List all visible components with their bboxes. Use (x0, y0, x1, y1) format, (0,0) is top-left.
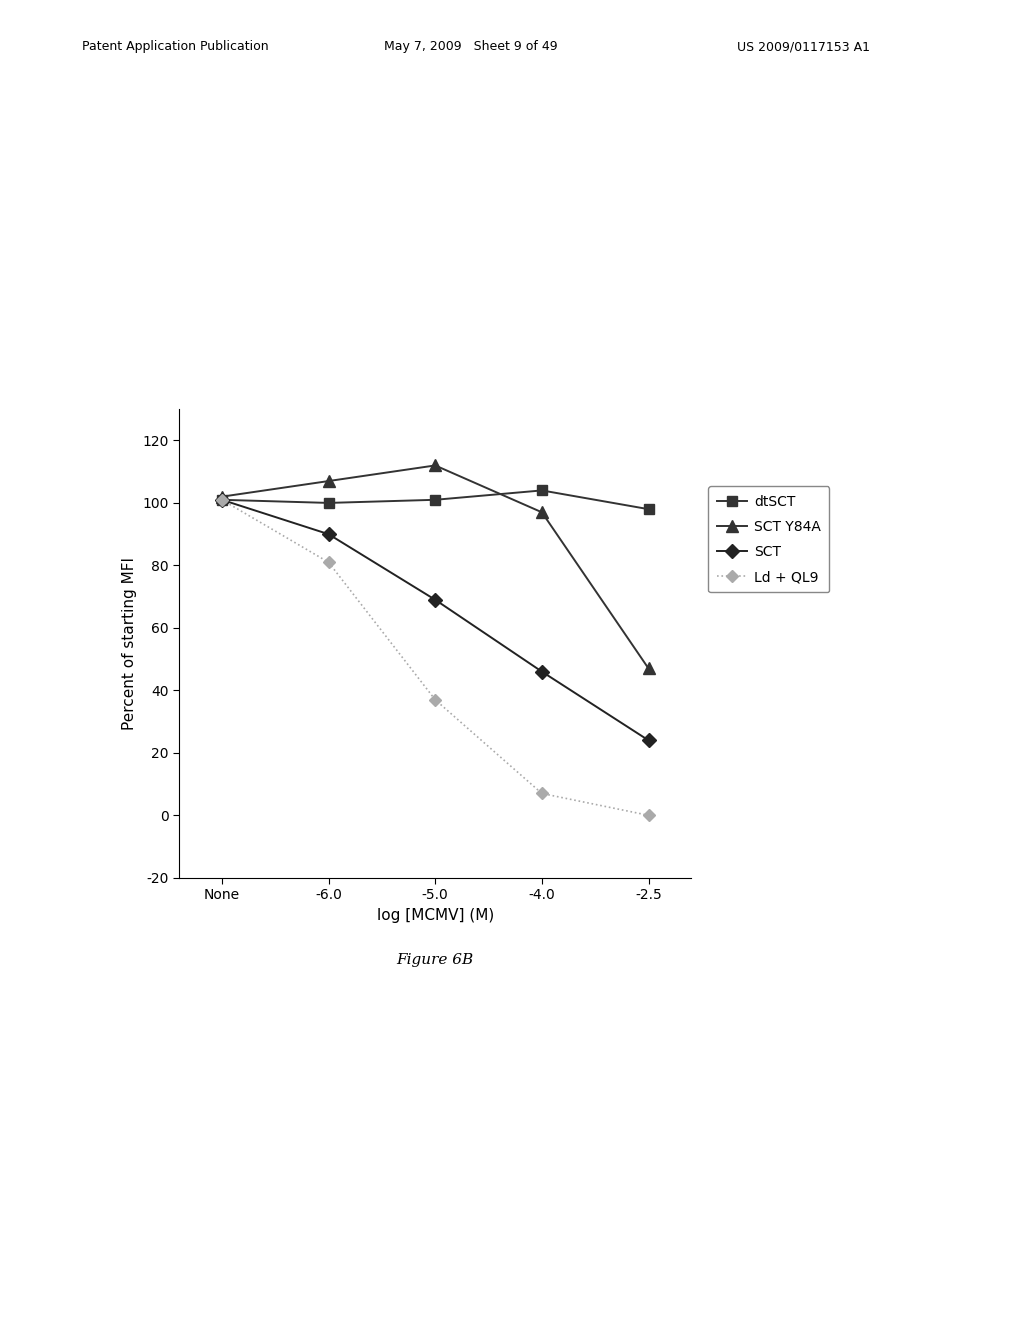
dtSCT (216, 492, 228, 508)
Text: US 2009/0117153 A1: US 2009/0117153 A1 (737, 40, 870, 53)
Line: Ld + QL9: Ld + QL9 (218, 495, 652, 820)
Ld + QL9 (536, 785, 548, 801)
Legend: dtSCT, SCT Y84A, SCT, Ld + QL9: dtSCT, SCT Y84A, SCT, Ld + QL9 (709, 487, 829, 593)
Ld + QL9 (216, 492, 228, 508)
Line: SCT: SCT (217, 495, 653, 746)
SCT (536, 664, 548, 680)
Ld + QL9 (642, 808, 654, 824)
Line: SCT Y84A: SCT Y84A (216, 459, 654, 675)
SCT Y84A (216, 488, 228, 504)
SCT (323, 527, 335, 543)
Ld + QL9 (429, 692, 441, 708)
X-axis label: log [MCMV] (M): log [MCMV] (M) (377, 908, 494, 923)
SCT (429, 591, 441, 607)
SCT Y84A (323, 473, 335, 488)
Text: Figure 6B: Figure 6B (396, 953, 474, 966)
Ld + QL9 (323, 554, 335, 570)
Text: Patent Application Publication: Patent Application Publication (82, 40, 268, 53)
SCT Y84A (536, 504, 548, 520)
dtSCT (429, 492, 441, 508)
Line: dtSCT: dtSCT (217, 486, 653, 513)
Text: May 7, 2009   Sheet 9 of 49: May 7, 2009 Sheet 9 of 49 (384, 40, 558, 53)
SCT Y84A (642, 660, 654, 676)
dtSCT (536, 483, 548, 499)
Y-axis label: Percent of starting MFI: Percent of starting MFI (122, 557, 137, 730)
dtSCT (642, 502, 654, 517)
SCT Y84A (429, 458, 441, 474)
SCT (642, 733, 654, 748)
dtSCT (323, 495, 335, 511)
SCT (216, 492, 228, 508)
